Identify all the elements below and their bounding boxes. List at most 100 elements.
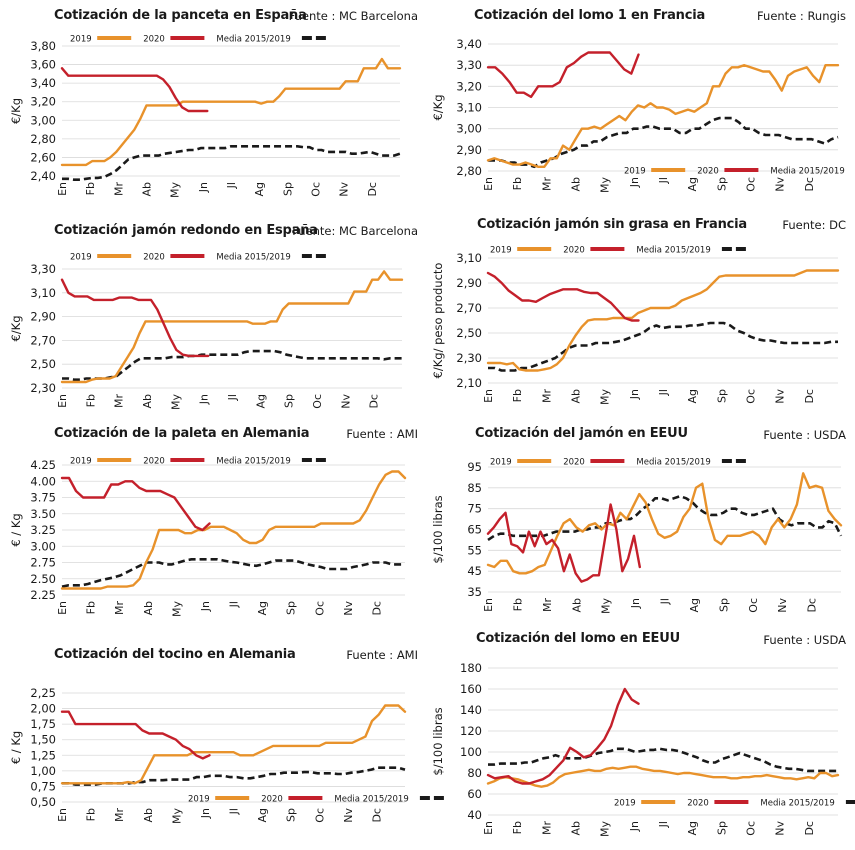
x-tick-label: Jl	[657, 821, 670, 828]
y-tick-label: 2,30	[30, 381, 56, 395]
y-tick-label: 60	[467, 787, 482, 801]
x-tick-label: Oc	[310, 182, 323, 197]
y-tick-label: 3,40	[30, 76, 56, 90]
x-tick-label: Mr	[540, 389, 553, 403]
y-tick-label: 100	[460, 745, 482, 759]
y-tick-label: 2,80	[30, 132, 56, 146]
legend-label-y2020: 2020	[563, 246, 585, 256]
x-tick-label: Jl	[657, 389, 670, 396]
x-tick-label: Ab	[570, 598, 583, 613]
x-tick-label: En	[56, 394, 69, 408]
y-tick-label: 2,70	[30, 333, 56, 347]
y-tick-label: 2,80	[456, 164, 482, 178]
chart-svg: 2,30 2,50 2,70 2,90 3,10 3,30 €/Kg En Fb Mr Ab My Jn…	[9, 253, 404, 410]
series-line-y2020	[60, 476, 211, 532]
x-tick-label: En	[56, 808, 69, 822]
x-tick-label: Jn	[197, 182, 210, 193]
y-tick-label: 3,30	[30, 262, 56, 276]
x-tick-label: Ab	[570, 821, 583, 836]
x-tick-label: En	[482, 177, 495, 191]
series-line-avg	[487, 494, 843, 541]
x-tick-label: Nv	[339, 394, 352, 409]
x-tick-label: My	[169, 394, 182, 410]
y-tick-label: 2,25	[30, 686, 56, 700]
legend-label-avg: Media 2015/2019	[760, 799, 834, 809]
series-line-y2020	[486, 503, 641, 583]
chart-svg: 2,40 2,60 2,80 3,00 3,20 3,40 3,60 3,80 €/Kg En Fb…	[9, 35, 402, 198]
x-tick-label: Dc	[366, 182, 379, 197]
chart-source: Fuente : MC Barcelona	[288, 9, 418, 23]
x-tick-label: My	[599, 821, 612, 837]
chart-title: Cotización jamón redondo en España	[54, 223, 318, 238]
legend-label-avg: Media 2015/2019	[334, 795, 408, 805]
y-tick-label: 3.75	[30, 491, 56, 505]
series-line-y2020	[486, 687, 640, 785]
x-tick-label: Jl	[657, 177, 670, 184]
y-tick-label: 3,10	[30, 286, 56, 300]
series-line-y2019	[60, 704, 407, 785]
y-tick-label: 2,10	[456, 376, 482, 390]
x-tick-label: Ag	[688, 598, 701, 613]
y-tick-label: 85	[467, 481, 482, 495]
chart-source: Fuente: MC Barcelona	[292, 224, 418, 238]
chart-title: Cotización del jamón en EEUU	[475, 426, 688, 441]
x-tick-label: My	[169, 182, 182, 198]
x-tick-label: Nv	[342, 808, 355, 823]
x-tick-label: Fb	[511, 598, 524, 611]
y-tick-label: 3,60	[30, 58, 56, 72]
series-line-y2020	[60, 67, 209, 113]
series-line-y2019	[60, 470, 407, 590]
series-line-y2019	[60, 270, 404, 384]
chart-panel-1: Cotización de la panceta en España Fuente…	[0, 0, 420, 205]
y-tick-label: 3,10	[456, 101, 482, 115]
y-tick-label: 40	[467, 808, 482, 822]
chart-panel-6: Cotización jamón sin grasa en Francia Fue…	[428, 212, 855, 417]
series-line-avg	[488, 116, 839, 169]
x-tick-label: Dc	[368, 394, 381, 409]
x-tick-label: En	[482, 821, 495, 835]
chart-svg: 2.25 2.50 2.75 3.00 3.25 3.50 3.75 4.00 4.25 € / …	[9, 457, 407, 617]
chart-title: Cotización de la panceta en España	[54, 8, 307, 23]
chart-panel-5: Cotización del lomo 1 en Francia Fuente :…	[428, 0, 855, 205]
y-tick-label: 120	[460, 724, 482, 738]
chart-panel-2: Cotización jamón redondo en España Fuente…	[0, 212, 420, 417]
y-tick-label: 3,30	[456, 58, 482, 72]
legend-label-y2019: 2019	[70, 457, 92, 467]
x-tick-label: Oc	[313, 601, 326, 616]
x-tick-label: Fb	[85, 601, 98, 614]
x-tick-label: Mr	[540, 177, 553, 191]
y-tick-label: 3,80	[30, 39, 56, 53]
x-tick-label: Jn	[199, 808, 212, 819]
y-tick-label: 180	[460, 661, 482, 675]
y-tick-label: 3,20	[30, 95, 56, 109]
chart-panel-7: Cotización del jamón en EEUU Fuente : USD…	[428, 420, 855, 630]
legend-label-y2019: 2019	[70, 35, 92, 45]
y-axis-label: €/Kg/ peso producto	[431, 263, 445, 379]
x-tick-label: Dc	[370, 601, 383, 616]
y-axis-label: € / Kg	[9, 513, 23, 546]
chart-legend: 2019 2020 Media 2015/2019	[614, 799, 855, 809]
y-tick-label: 1,75	[30, 717, 56, 731]
x-tick-label: Jn	[199, 601, 212, 612]
legend-label-y2019: 2019	[188, 795, 210, 805]
x-tick-label: Nv	[774, 177, 787, 192]
x-tick-label: Dc	[370, 808, 383, 823]
y-tick-label: 0,75	[30, 779, 56, 793]
y-tick-label: 2,50	[456, 326, 482, 340]
y-axis-label: $/100 libras	[431, 495, 445, 563]
legend-label-y2019: 2019	[614, 799, 636, 809]
chart-svg: 2,10 2,30 2,50 2,70 2,90 3,10 €/Kg/ peso produ…	[431, 246, 840, 405]
x-tick-label: Ag	[686, 389, 699, 404]
x-tick-label: Jn	[198, 394, 211, 405]
y-tick-label: 45	[467, 564, 482, 578]
chart-source: Fuente : AMI	[346, 427, 418, 441]
chart-title: Cotización del lomo 1 en Francia	[474, 8, 706, 23]
x-tick-label: Oc	[745, 389, 758, 404]
x-tick-label: Ag	[686, 177, 699, 192]
x-tick-label: Fb	[511, 389, 524, 402]
legend-label-y2020: 2020	[143, 457, 165, 467]
x-tick-label: My	[599, 177, 612, 193]
x-tick-label: Ab	[141, 182, 154, 197]
x-tick-label: Jl	[659, 598, 672, 605]
x-tick-label: My	[170, 601, 183, 617]
